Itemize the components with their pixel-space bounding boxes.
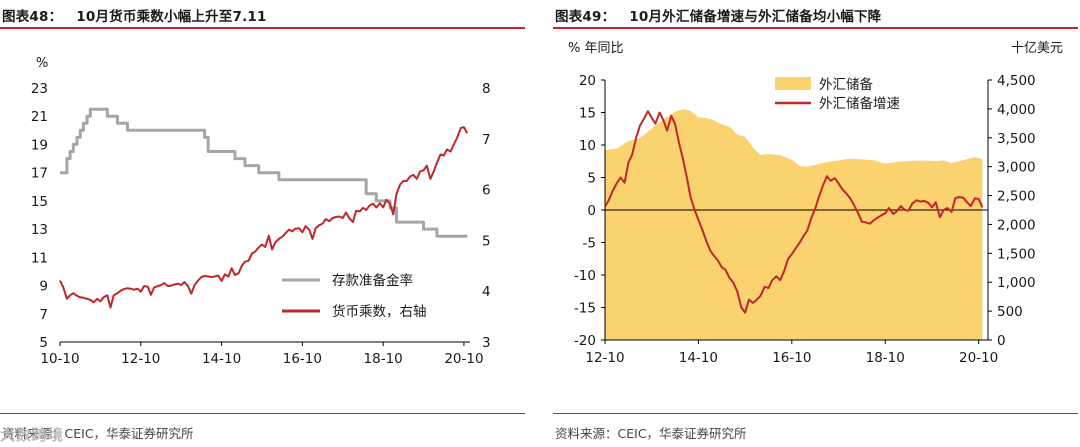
right-y-tick-1: 500 [997,304,1023,320]
left-axis-unit: % [36,56,48,71]
right-y-tick-1: 4 [482,284,491,300]
left-title-text: 10月货币乘数小幅上升至7.11 [76,9,267,25]
right-y-tick-0: 3 [482,335,491,351]
fx-reserves-area [605,109,983,340]
left-y-tick-0: -20 [574,333,596,349]
right-axis-unit: 十亿美元 [1011,41,1063,56]
right-source-note: 资料来源：CEIC，华泰证券研究所 [555,426,747,441]
right-y-tick-8: 4,000 [997,102,1036,118]
fx-growth-line [604,110,984,314]
left-y-tick-8: 20 [579,73,596,89]
left-y-tick-8: 21 [31,109,48,125]
left-y-tick-5: 5 [587,171,596,187]
right-y-tick-3: 1,500 [997,246,1036,262]
left-chart: % 5 7 9 11 13 15 17 19 21 23 3 4 5 6 7 8 10-10 12-10 14-10 1… [31,56,491,367]
x-tick-2: 16-10 [772,350,811,366]
right-y-tick-4: 7 [482,132,491,148]
left-y-tick-7: 15 [579,106,596,122]
right-bottom-rule [553,413,1078,414]
left-y-tick-7: 19 [31,137,48,153]
right-y-tick-9: 4,500 [997,73,1036,89]
right-y-tick-5: 8 [482,81,491,97]
left-figure-label: 图表48： [2,9,63,25]
x-tick-1: 14-10 [679,350,718,366]
left-y-tick-6: 10 [579,138,596,154]
left-y-tick-9: 23 [31,81,48,97]
right-y-tick-2: 5 [482,233,491,249]
left-y-tick-1: 7 [39,307,48,323]
x-tick-0: 12-10 [585,350,624,366]
left-y-tick-2: 9 [39,279,48,295]
right-y-tick-3: 6 [482,183,491,199]
right-panel: 图表49： 10月外汇储备增速与外汇储备均小幅下降 % 年同比 十亿美元 -20 -15… [553,0,1078,447]
x-tick-1: 12-10 [121,351,160,367]
left-y-tick-1: -15 [574,301,596,317]
x-tick-5: 20-10 [444,351,483,367]
reserve-ratio-line [60,107,468,238]
x-tick-2: 14-10 [202,351,241,367]
left-y-tick-4: 13 [31,222,48,238]
left-y-tick-3: -5 [583,236,596,252]
right-chart: % 年同比 十亿美元 -20 -15 -10 -5 0 5 10 15 20 0 500 1,000 1,5… [568,41,1063,366]
right-chart-title: 图表49： 10月外汇储备增速与外汇储备均小幅下降 [555,5,881,25]
left-y-tick-6: 17 [31,166,48,182]
right-y-tick-7: 3,500 [997,131,1036,147]
left-y-tick-5: 15 [31,194,48,210]
left-top-rule [0,27,525,29]
right-top-rule [553,27,1078,29]
x-tick-3: 16-10 [283,351,322,367]
left-bottom-rule [0,413,525,414]
right-y-tick-5: 2,500 [997,189,1036,205]
watermark-logo: 大数跨境 [0,426,65,444]
money-multiplier-line [59,126,469,309]
right-y-tick-6: 3,000 [997,160,1036,176]
legend-swatch-0 [775,77,811,90]
left-y-tick-0: 5 [39,335,48,351]
right-y-tick-0: 0 [997,333,1006,349]
right-figure-label: 图表49： [555,9,616,25]
left-y-tick-3: 11 [31,250,48,266]
x-tick-4: 20-10 [959,350,998,366]
legend-label-0: 存款准备金率 [332,272,413,289]
legend-label-0: 外汇储备 [819,76,873,93]
left-y-tick-2: -10 [574,268,596,284]
right-title-text: 10月外汇储备增速与外汇储备均小幅下降 [629,9,882,25]
right-y-tick-2: 1,000 [997,275,1036,291]
legend-label-1: 货币乘数，右轴 [332,303,427,320]
left-chart-title: 图表48： 10月货币乘数小幅上升至7.11 [2,5,267,25]
left-y-tick-4: 0 [587,203,596,219]
x-tick-4: 18-10 [364,351,403,367]
x-tick-3: 18-10 [866,350,905,366]
x-tick-0: 10-10 [40,351,79,367]
left-panel: 图表48： 10月货币乘数小幅上升至7.11 % 5 7 9 11 13 15 17 19 21 23… [0,0,525,447]
left-source-note: 资料来源：CEIC，华泰证券研究所 [2,426,194,441]
left-axis-unit: % 年同比 [568,41,624,56]
right-y-tick-4: 2,000 [997,217,1036,233]
legend-label-1: 外汇储备增速 [819,95,900,112]
